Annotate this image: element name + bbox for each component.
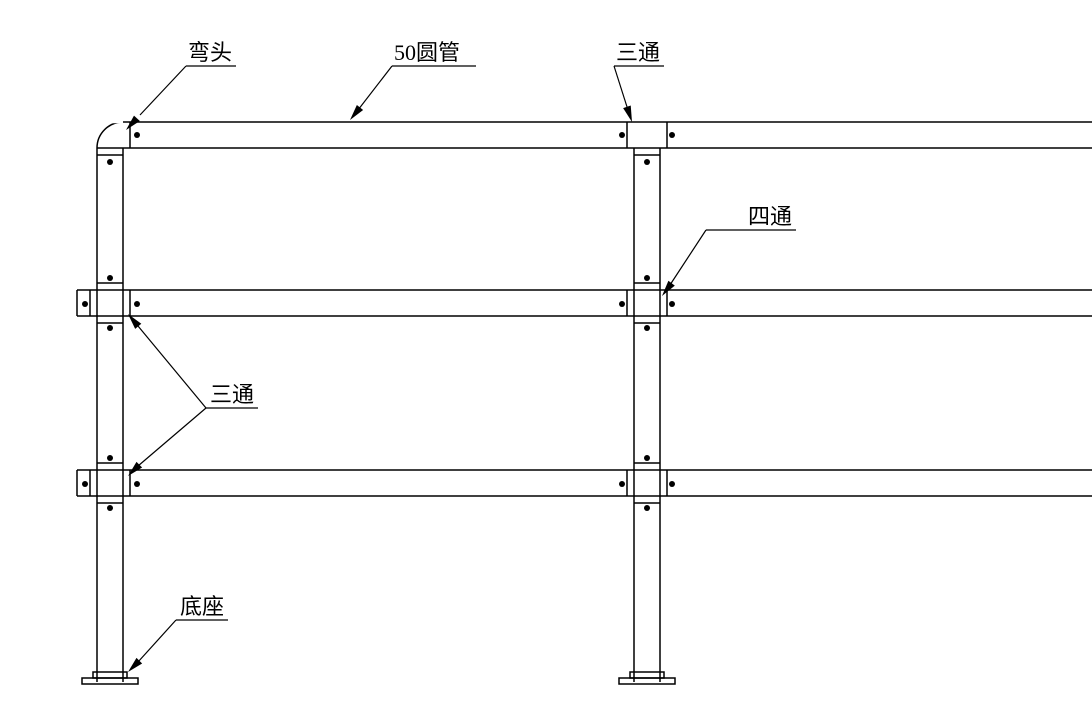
flange-dots-layer	[82, 132, 675, 511]
leader-lines-layer	[126, 66, 796, 672]
cross-label: 四通	[748, 204, 792, 229]
labels-layer: 弯头50圆管三通四通三通底座	[180, 40, 792, 619]
base-label: 底座	[180, 594, 224, 619]
elbow-label: 弯头	[188, 40, 232, 65]
pipe-frame-diagram: 弯头50圆管三通四通三通底座	[0, 0, 1092, 716]
pipe-50-label: 50圆管	[394, 40, 460, 65]
tee-top-label: 三通	[616, 40, 660, 65]
tee-left-label: 三通	[210, 382, 254, 407]
